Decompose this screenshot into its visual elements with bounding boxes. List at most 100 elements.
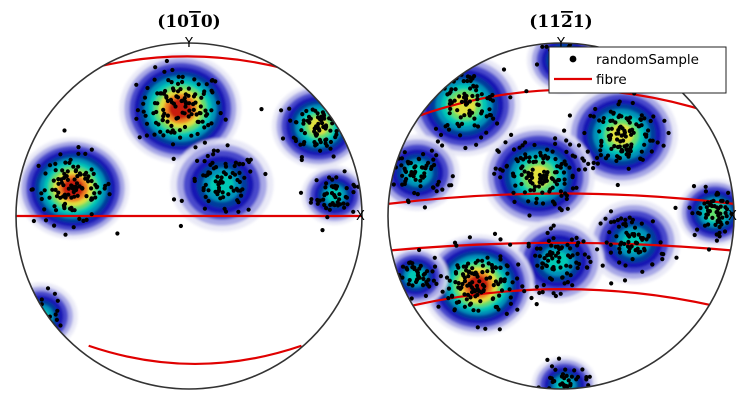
sample-point [613,120,618,125]
sample-point [329,191,335,196]
sample-point [400,275,405,280]
sample-point [487,107,492,112]
sample-point [56,190,61,195]
sample-point [570,186,576,191]
sample-point [237,179,242,185]
sample-point [337,192,342,197]
sample-point [320,121,325,126]
sample-point [614,158,619,163]
sample-point [562,177,567,182]
sample-point [183,99,188,105]
sample-point [71,225,76,230]
sample-point [648,118,653,124]
sample-point [417,157,422,162]
sample-point [84,217,89,222]
sample-point [563,162,568,167]
sample-point [479,92,484,97]
sample-point [583,167,588,172]
sample-point [153,65,158,70]
sample-point [302,131,307,136]
sample-point [551,223,556,228]
sample-point [581,239,586,244]
sample-point [566,253,571,258]
sample-point [203,173,208,178]
sample-point [445,92,450,97]
sample-point [475,97,480,102]
sample-point [420,165,425,170]
sample-point [603,216,608,221]
sample-point [429,166,434,171]
sample-point [601,116,606,121]
sample-point [715,219,720,224]
sample-point [519,172,524,177]
sample-point [477,279,482,284]
sample-point [305,118,310,123]
sample-point [587,374,592,379]
sample-point [201,185,206,191]
sample-point [615,182,620,188]
sample-point [47,195,52,200]
sample-point [59,177,64,182]
sample-point [538,176,543,181]
sample-point [145,85,150,91]
sample-point [144,121,150,126]
sample-point [446,286,452,291]
sample-point [498,175,503,180]
sample-point [39,196,44,202]
sample-point [639,221,644,226]
sample-point [50,187,55,192]
sample-point [211,148,216,153]
sample-point [493,166,498,171]
sample-point [160,117,165,123]
axis-label-x: X [728,209,737,224]
sample-point [447,183,452,188]
sample-point [90,196,95,202]
sample-point [552,170,558,175]
fibre-curve [388,241,734,252]
sample-point [433,126,439,131]
sample-point [515,159,520,164]
sample-point [697,211,703,216]
sample-point [468,295,473,300]
sample-point [462,279,468,284]
sample-point [315,197,320,203]
sample-point [309,197,314,202]
sample-point [564,271,570,276]
sample-point [306,114,312,119]
sample-point [498,254,503,259]
sample-point [551,236,556,241]
sample-point [161,114,166,119]
sample-point [566,378,571,383]
sample-point [614,131,619,136]
sample-point [162,69,167,74]
sample-point [598,148,603,153]
sample-point [619,133,624,138]
sample-point [588,113,593,118]
sample-point [649,149,654,154]
sample-point [53,187,58,192]
sample-point [624,116,629,121]
sample-point [216,182,221,187]
sample-point [399,156,405,161]
sample-point [628,128,633,133]
sample-point [193,100,198,105]
sample-point [63,160,68,165]
sample-point [537,290,542,295]
sample-point [532,142,537,148]
sample-point [474,288,479,293]
sample-point [540,201,546,206]
sample-point [557,255,562,260]
sample-point [193,145,198,150]
legend-label: randomSample [596,52,699,68]
sample-point [171,197,177,202]
sample-point [540,261,546,266]
sample-point [403,169,409,174]
sample-point [666,130,671,136]
sample-point [658,240,663,245]
sample-point [569,237,575,242]
sample-point [703,189,709,194]
sample-point [314,132,320,137]
sample-point [453,271,459,276]
sample-point [576,167,581,172]
sample-point [443,124,448,129]
